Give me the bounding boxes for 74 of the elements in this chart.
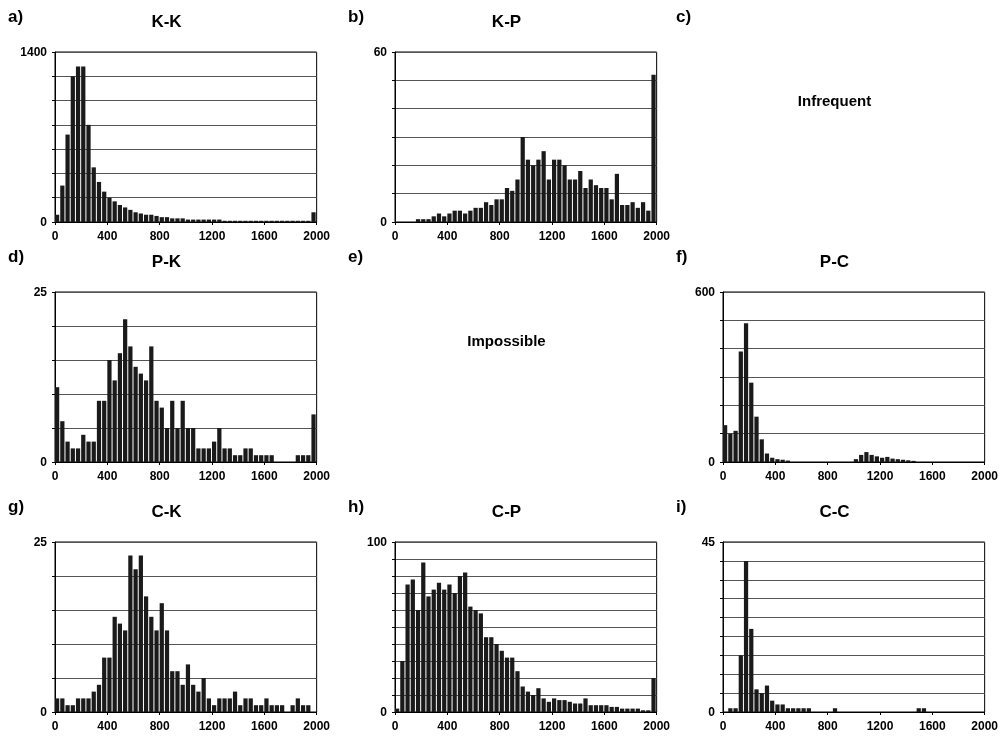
x-tick-label: 1600 bbox=[918, 719, 946, 733]
x-tick-label: 800 bbox=[489, 229, 510, 243]
x-tick-label: 1600 bbox=[590, 229, 618, 243]
x-tick-label: 1200 bbox=[866, 469, 894, 483]
x-tick-label: 1600 bbox=[250, 719, 278, 733]
chart-title: C-C bbox=[819, 502, 850, 521]
x-tick-label: 1200 bbox=[198, 469, 226, 483]
x-tick-label: 1600 bbox=[590, 719, 618, 733]
x-tick-label: 800 bbox=[149, 469, 170, 483]
chart-title: K-K bbox=[151, 12, 183, 31]
y-tick-label: 0 bbox=[40, 455, 48, 469]
y-tick-label: 0 bbox=[380, 705, 388, 719]
y-tick-label: 0 bbox=[708, 705, 716, 719]
chart-title: C-P bbox=[491, 502, 522, 521]
x-tick-label: 400 bbox=[97, 229, 118, 243]
x-tick-label: 2000 bbox=[643, 719, 671, 733]
x-tick-label: 2000 bbox=[303, 229, 331, 243]
y-tick-label: 0 bbox=[40, 705, 48, 719]
x-tick-label: 1200 bbox=[866, 719, 894, 733]
x-tick-label: 1200 bbox=[198, 229, 226, 243]
x-tick-label: 0 bbox=[719, 469, 727, 483]
text: e) bbox=[348, 247, 364, 266]
x-tick-label: 2000 bbox=[971, 719, 999, 733]
text: Infrequent bbox=[797, 92, 872, 109]
x-tick-label: 2000 bbox=[643, 229, 671, 243]
x-tick-label: 400 bbox=[437, 719, 458, 733]
x-tick-label: 0 bbox=[51, 719, 59, 733]
x-tick-label: 400 bbox=[437, 229, 458, 243]
y-tick-label: 60 bbox=[373, 45, 388, 59]
x-tick-label: 0 bbox=[719, 719, 727, 733]
y-tick-label: 1400 bbox=[20, 45, 48, 59]
text: Impossible bbox=[467, 332, 546, 349]
y-tick-label: 25 bbox=[33, 535, 48, 549]
chart-title: C-K bbox=[151, 502, 183, 521]
x-tick-label: 0 bbox=[51, 469, 59, 483]
x-tick-label: 800 bbox=[489, 719, 510, 733]
y-tick-label: 25 bbox=[33, 285, 48, 299]
chart-title: P-C bbox=[819, 252, 850, 271]
text: i) bbox=[676, 497, 687, 516]
x-tick-label: 800 bbox=[817, 469, 838, 483]
x-tick-label: 1200 bbox=[538, 719, 566, 733]
x-tick-label: 1200 bbox=[538, 229, 566, 243]
x-tick-label: 1600 bbox=[250, 469, 278, 483]
x-tick-label: 800 bbox=[817, 719, 838, 733]
x-tick-label: 1600 bbox=[918, 469, 946, 483]
x-tick-label: 0 bbox=[391, 229, 399, 243]
y-tick-label: 45 bbox=[701, 535, 716, 549]
x-tick-label: 2000 bbox=[971, 469, 999, 483]
x-tick-label: 2000 bbox=[303, 719, 331, 733]
text: g) bbox=[8, 497, 25, 516]
y-tick-label: 0 bbox=[708, 455, 716, 469]
x-tick-label: 400 bbox=[765, 469, 786, 483]
x-tick-label: 2000 bbox=[303, 469, 331, 483]
x-tick-label: 400 bbox=[97, 469, 118, 483]
x-tick-label: 1200 bbox=[198, 719, 226, 733]
text: f) bbox=[676, 247, 688, 266]
text: h) bbox=[348, 497, 365, 516]
chart-title: K-P bbox=[491, 12, 522, 31]
chart-title: P-K bbox=[151, 252, 182, 271]
text: a) bbox=[8, 7, 24, 26]
x-tick-label: 1600 bbox=[250, 229, 278, 243]
y-tick-label: 600 bbox=[694, 285, 716, 299]
x-tick-label: 0 bbox=[391, 719, 399, 733]
x-tick-label: 0 bbox=[51, 229, 59, 243]
text: c) bbox=[676, 7, 692, 26]
y-tick-label: 0 bbox=[40, 215, 48, 229]
x-tick-label: 400 bbox=[765, 719, 786, 733]
y-tick-label: 0 bbox=[380, 215, 388, 229]
y-tick-label: 100 bbox=[366, 535, 388, 549]
x-tick-label: 400 bbox=[97, 719, 118, 733]
text: b) bbox=[348, 7, 365, 26]
text: d) bbox=[8, 247, 25, 266]
x-tick-label: 800 bbox=[149, 719, 170, 733]
x-tick-label: 800 bbox=[149, 229, 170, 243]
